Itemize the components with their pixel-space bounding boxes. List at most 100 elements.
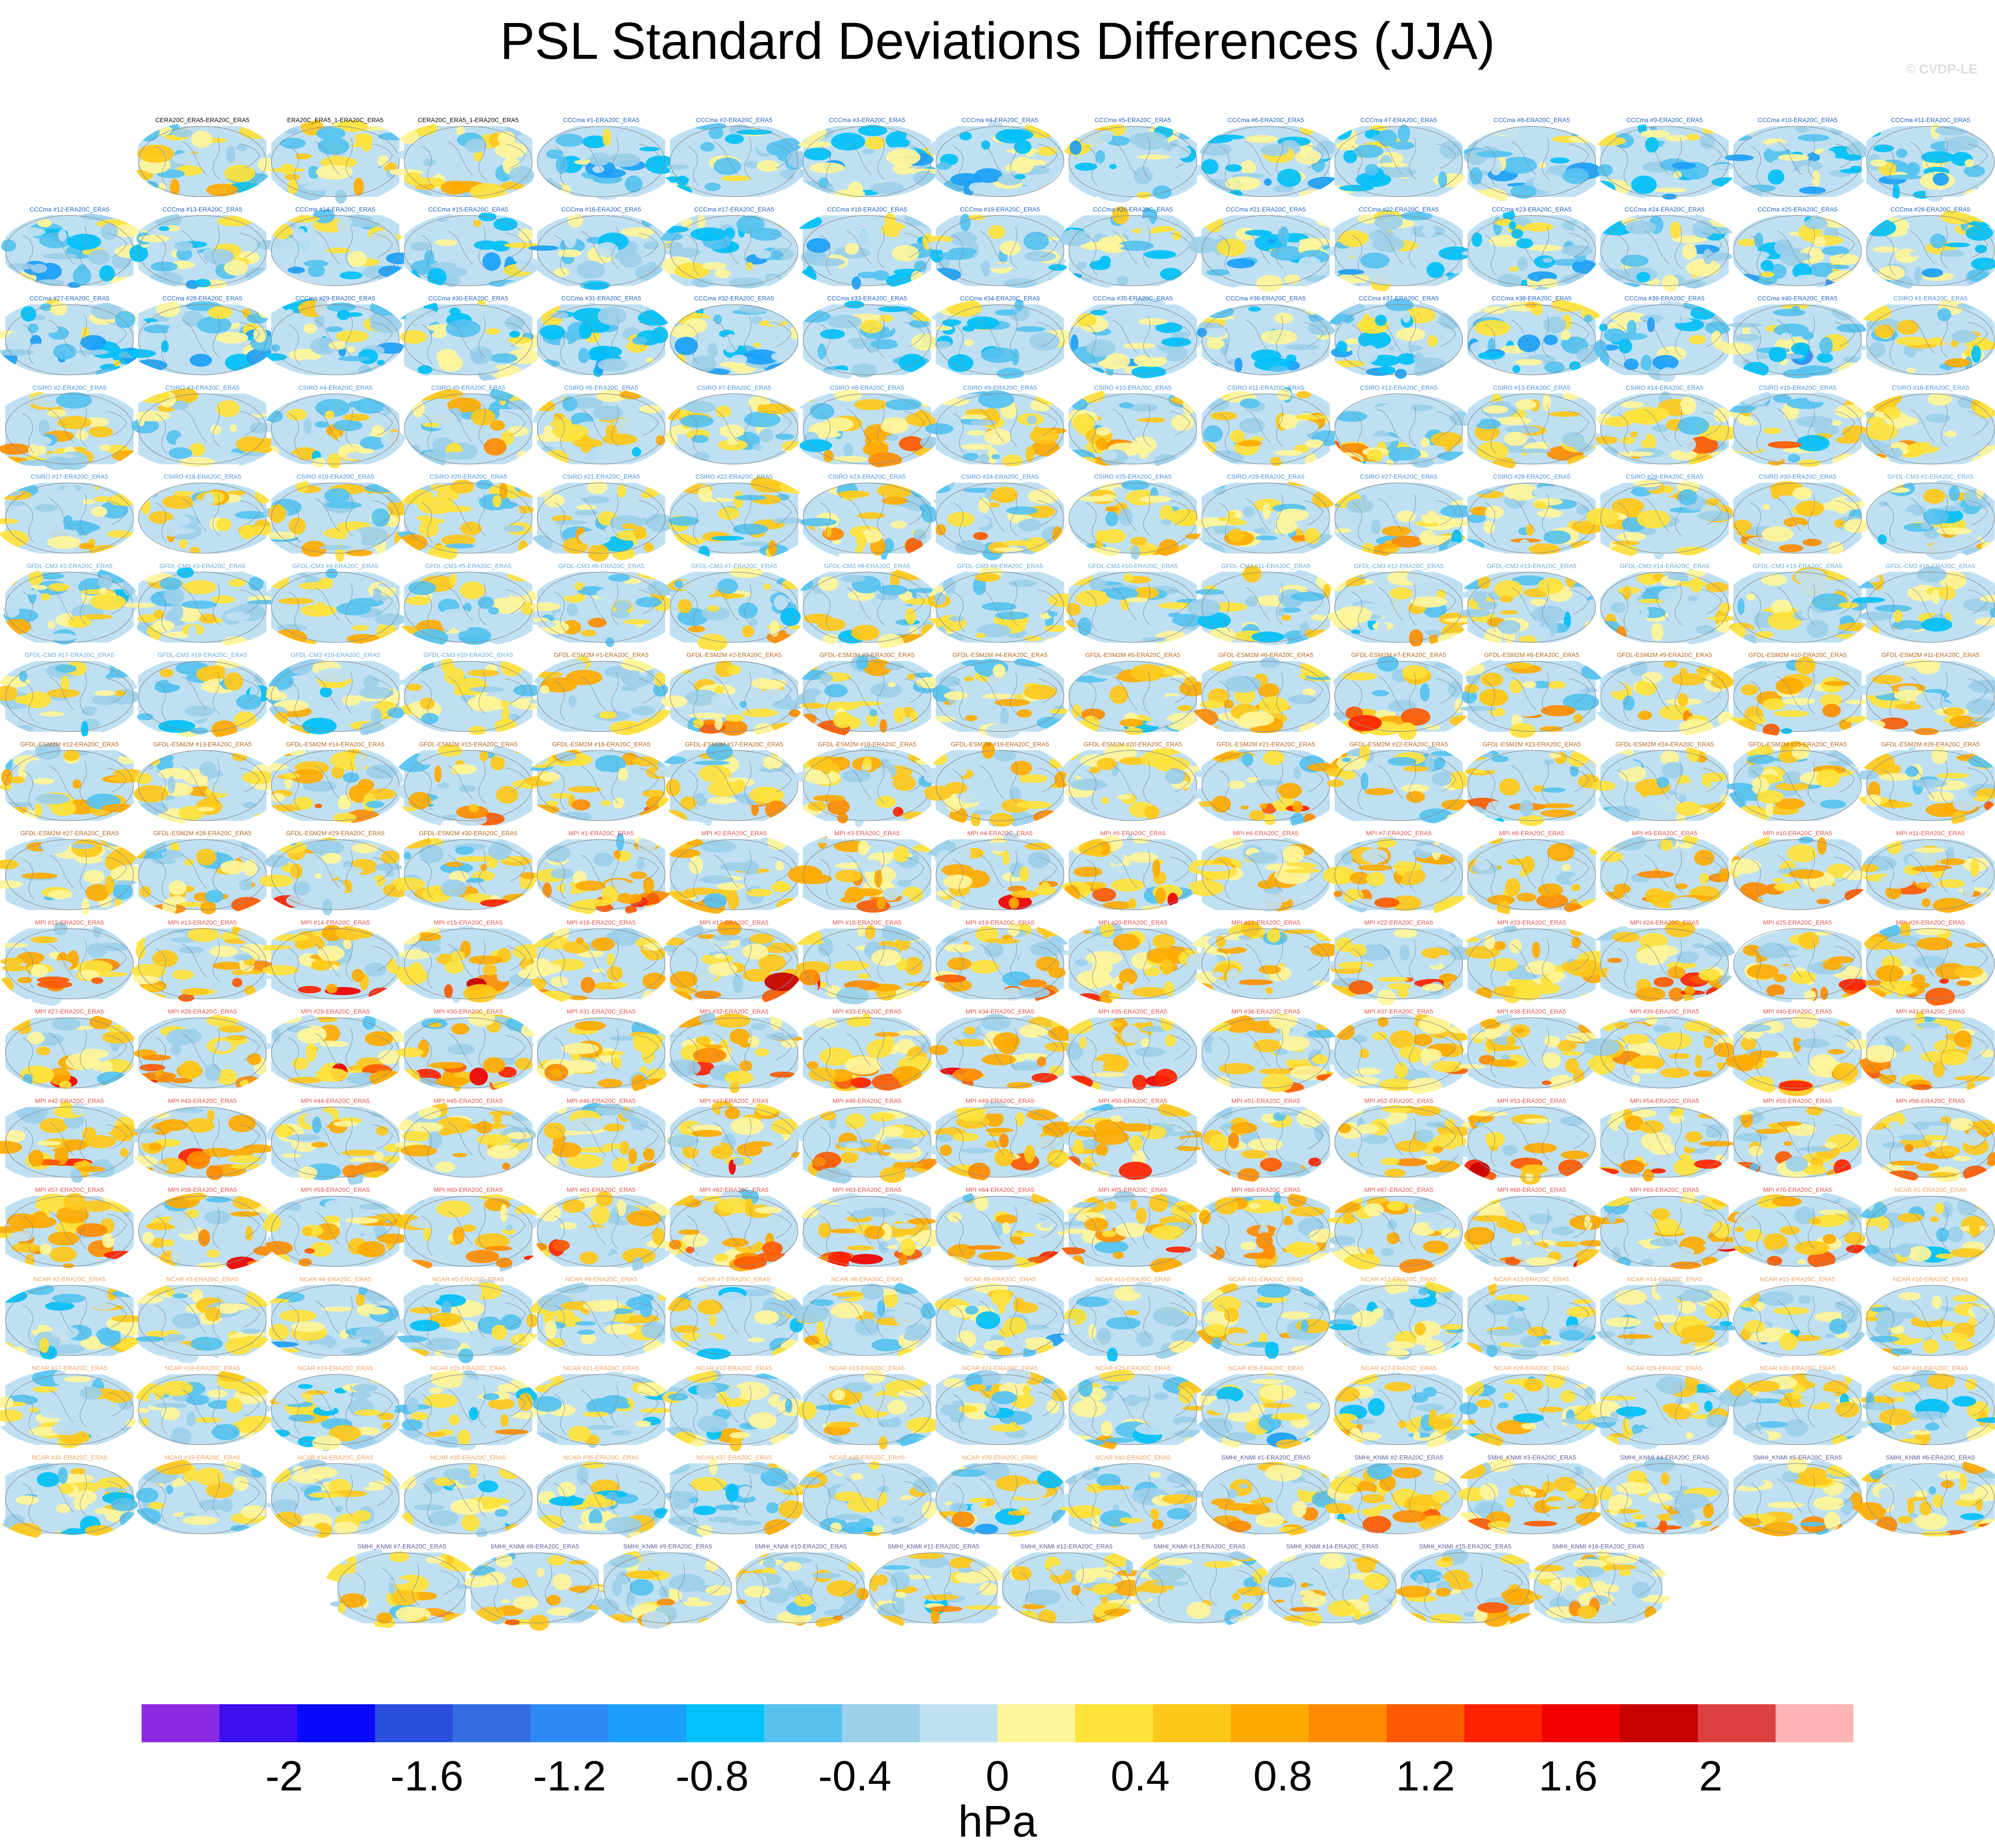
map-panel bbox=[1201, 1461, 1341, 1537]
map-panel bbox=[1053, 1463, 1206, 1541]
map-panel bbox=[1462, 209, 1601, 290]
map-panel bbox=[798, 1370, 947, 1450]
panel-title: MPI #31-ERA20C_ERA5 bbox=[567, 1008, 636, 1015]
map-panel bbox=[1326, 568, 1478, 647]
map-panel bbox=[1853, 1192, 1995, 1272]
map-panel bbox=[1058, 206, 1198, 290]
map-panel bbox=[0, 1192, 141, 1269]
map-panel bbox=[0, 388, 144, 473]
map-panel bbox=[793, 566, 941, 650]
panel-title: MPI #62-ERA20C_ERA5 bbox=[699, 1186, 769, 1193]
map-panel bbox=[787, 830, 943, 914]
map-panel bbox=[1056, 1012, 1197, 1093]
panel-title: GFDL-ESM2M #18-ERA20C_ERA5 bbox=[817, 740, 917, 748]
panel-title: SMHI_KNMI #3-ERA20C_ERA5 bbox=[1487, 1453, 1576, 1461]
map-panel bbox=[261, 745, 405, 825]
panel-title: CCCma #36-ERA20C_ERA5 bbox=[1226, 295, 1306, 302]
map-panel bbox=[1724, 123, 1872, 202]
map-panel bbox=[1721, 1101, 1880, 1178]
panel-title: GFDL-ESM2M #12-ERA20C_ERA5 bbox=[20, 740, 119, 748]
map-panel bbox=[0, 1101, 146, 1183]
panel-title: MPI #35-ERA20C_ERA5 bbox=[1098, 1008, 1167, 1015]
map-panel bbox=[128, 1280, 275, 1364]
map-panel bbox=[1452, 1102, 1596, 1185]
map-panel bbox=[0, 481, 139, 556]
colorbar-bin bbox=[1542, 1704, 1620, 1742]
map-panel bbox=[1188, 479, 1340, 559]
panel-title: MPI #44-ERA20C_ERA5 bbox=[301, 1097, 370, 1104]
colorbar-bin bbox=[453, 1704, 531, 1742]
panel-title: MPI #11-ERA20C_ERA5 bbox=[1896, 830, 1965, 837]
panel-title: MPI #49-ERA20C_ERA5 bbox=[965, 1097, 1035, 1104]
map-panel bbox=[1453, 653, 1608, 738]
map-panel bbox=[1858, 392, 1995, 468]
colorbar-bin bbox=[1075, 1704, 1154, 1742]
panel-title: MPI #68-ERA20C_ERA5 bbox=[1497, 1186, 1566, 1193]
map-panel bbox=[1454, 1012, 1603, 1093]
map-panel bbox=[926, 1102, 1077, 1182]
colorbar-tick-label: -1.6 bbox=[390, 1752, 464, 1800]
panel-title: GFDL-ESM2M #14-ERA20C_ERA5 bbox=[286, 740, 385, 748]
panel-title: GFDL-ESM2M #9-ERA20C_ERA5 bbox=[1617, 651, 1712, 658]
copyright-notice: © CVDP-LE bbox=[1905, 62, 1977, 77]
panel-title: SMHI_KNMI #10-ERA20C_ERA5 bbox=[754, 1543, 847, 1550]
map-panel bbox=[1068, 480, 1206, 560]
panel-title: CCCma #35-ERA20C_ERA5 bbox=[1093, 295, 1173, 302]
map-panel bbox=[1850, 566, 1995, 643]
colorbar-tick-label: 0.8 bbox=[1253, 1752, 1312, 1800]
panel-title: GFDL-CM3 #1-ERA20C_ERA5 bbox=[1887, 473, 1974, 480]
map-panel bbox=[1733, 1285, 1868, 1360]
map-panel bbox=[1323, 836, 1476, 918]
map-panel bbox=[1331, 1370, 1476, 1451]
panel-title: NCAR #9-ERA20C_ERA5 bbox=[964, 1275, 1036, 1283]
panel-title: MPI #27-ERA20C_ERA5 bbox=[35, 1008, 104, 1015]
map-panel bbox=[0, 741, 144, 824]
panel-title: CCCma #22-ERA20C_ERA5 bbox=[1358, 205, 1439, 213]
map-panel bbox=[391, 742, 546, 829]
panel-title: NCAR #15-ERA20C_ERA5 bbox=[1760, 1275, 1835, 1283]
map-panel bbox=[0, 298, 148, 377]
map-panel bbox=[1726, 741, 1862, 824]
panel-title: MPI #36-ERA20C_ERA5 bbox=[1231, 1008, 1301, 1015]
panel-title: CSIRO #22-ERA20C_ERA5 bbox=[695, 473, 773, 480]
panel-title: GFDL-ESM2M #2-ERA20C_ERA5 bbox=[687, 651, 782, 658]
panel-title: MPI #25-ERA20C_ERA5 bbox=[1763, 918, 1832, 926]
map-panel bbox=[929, 922, 1078, 1006]
map-panel bbox=[268, 1456, 403, 1540]
map-panel bbox=[668, 475, 813, 561]
panel-title: CCCma #23-ERA20C_ERA5 bbox=[1492, 205, 1572, 213]
panel-title: SMHI_KNMI #11-ERA20C_ERA5 bbox=[887, 1543, 979, 1550]
map-panel bbox=[1061, 123, 1206, 204]
map-panel bbox=[533, 1460, 670, 1541]
map-panel bbox=[923, 474, 1067, 561]
panel-title: MPI #52-ERA20C_ERA5 bbox=[1364, 1097, 1433, 1104]
panel-title: SMHI_KNMI #4-ERA20C_ERA5 bbox=[1620, 1453, 1709, 1461]
map-panel bbox=[261, 1194, 409, 1270]
panel-title: CSIRO #5-ERA20C_ERA5 bbox=[431, 384, 506, 391]
map-panel bbox=[1059, 568, 1210, 646]
panel-title: NCAR #3-ERA20C_ERA5 bbox=[166, 1275, 238, 1283]
map-panel bbox=[925, 390, 1070, 467]
map-panel bbox=[1719, 302, 1870, 379]
panel-title: MPI #48-ERA20C_ERA5 bbox=[833, 1097, 902, 1104]
map-panel bbox=[790, 1013, 935, 1094]
map-panel bbox=[791, 123, 943, 199]
map-panel bbox=[1459, 126, 1604, 204]
panel-title: NCAR #6-ERA20C_ERA5 bbox=[565, 1275, 637, 1283]
panel-title: CCCma #15-ERA20C_ERA5 bbox=[428, 205, 508, 213]
map-panel bbox=[323, 1547, 481, 1629]
panel-title: NCAR #5-ERA20C_ERA5 bbox=[432, 1275, 504, 1283]
map-panel bbox=[1586, 478, 1734, 560]
map-panel bbox=[919, 831, 1068, 914]
panel-title: GFDL-ESM2M #4-ERA20C_ERA5 bbox=[952, 651, 1047, 658]
panel-title: CSIRO #20-ERA20C_ERA5 bbox=[429, 473, 507, 480]
panel-title: NCAR #12-ERA20C_ERA5 bbox=[1361, 1275, 1437, 1283]
map-panel bbox=[660, 833, 810, 915]
panel-title: MPI #65-ERA20C_ERA5 bbox=[1098, 1186, 1167, 1193]
panel-title: GFDL-CM3 #17-ERA20C_ERA5 bbox=[24, 651, 115, 658]
map-panel bbox=[787, 1106, 945, 1186]
map-panel bbox=[396, 1010, 541, 1092]
panel-title: GFDL-ESM2M #13-ERA20C_ERA5 bbox=[153, 740, 252, 748]
panel-title: MPI #28-ERA20C_ERA5 bbox=[168, 1008, 237, 1015]
map-panel bbox=[656, 211, 798, 294]
